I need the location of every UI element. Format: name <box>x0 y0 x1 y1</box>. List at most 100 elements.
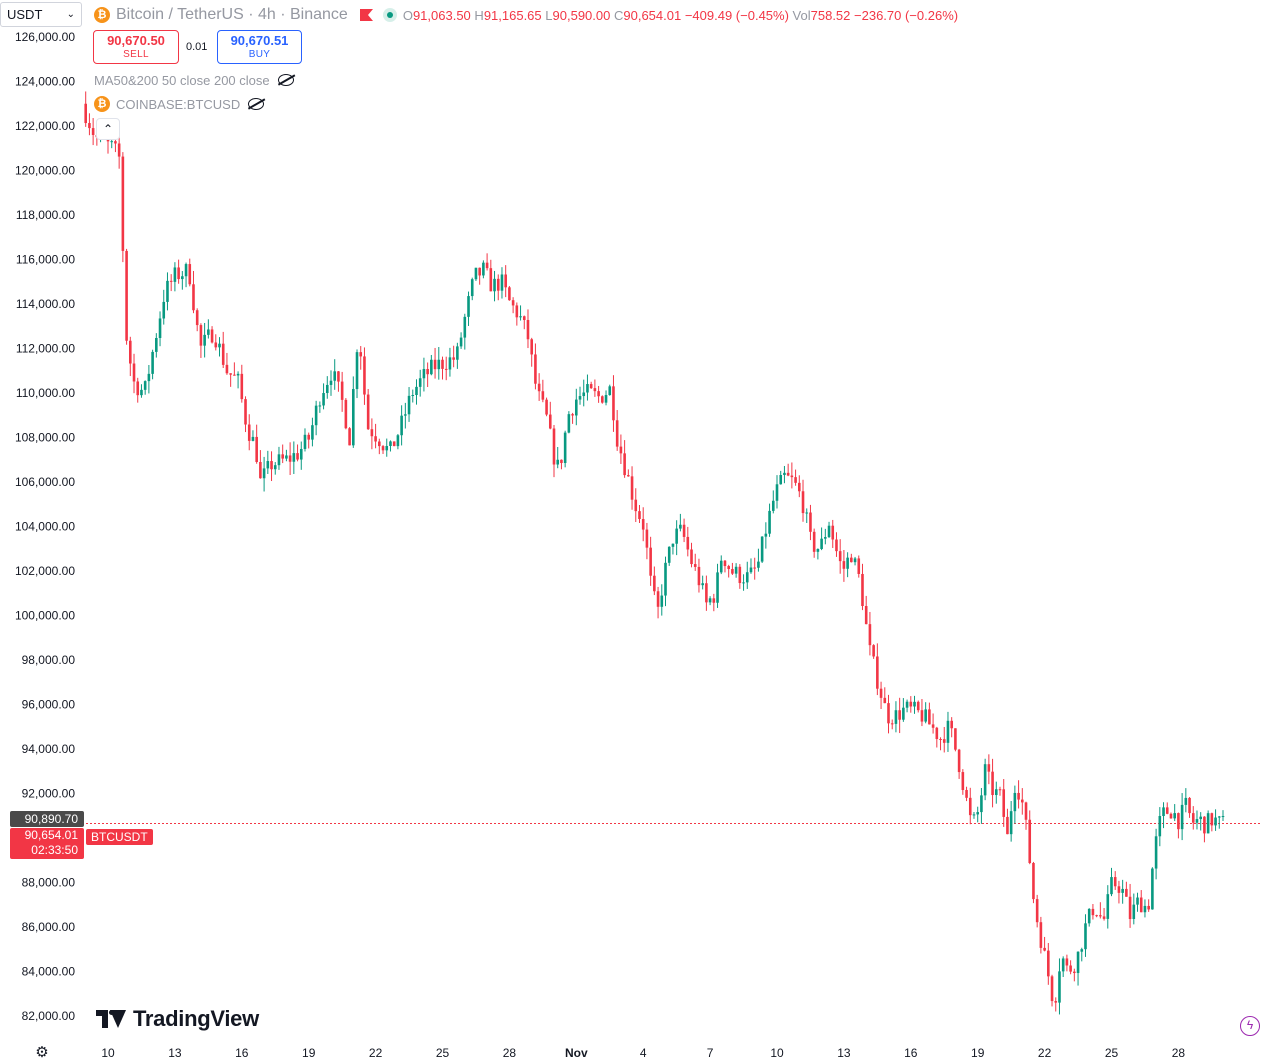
candle-body <box>515 305 519 318</box>
candle-body <box>184 264 188 277</box>
candle-body <box>1206 813 1210 834</box>
buy-price: 90,670.51 <box>230 33 289 48</box>
candle-body <box>868 624 872 646</box>
candle-body <box>478 267 481 276</box>
candle-body <box>236 373 240 376</box>
indicator-ma[interactable]: MA50&200 50 close 200 close <box>94 71 294 89</box>
candle-body <box>1061 958 1065 972</box>
lightning-icon[interactable]: ϟ <box>1240 1016 1260 1036</box>
candle-body <box>110 141 114 143</box>
candle-body <box>1076 951 1080 974</box>
candle-body <box>1177 813 1180 830</box>
x-tick-label: 19 <box>971 1046 985 1060</box>
x-tick-label: 28 <box>1172 1046 1186 1060</box>
candle-body <box>136 381 140 396</box>
y-tick-label: 100,000.00 <box>15 609 75 623</box>
candle-body <box>686 536 690 550</box>
candle-body <box>270 461 273 470</box>
candle-body <box>656 591 660 607</box>
candle-body <box>441 359 444 369</box>
sell-button[interactable]: 90,670.50 SELL <box>93 30 179 64</box>
x-tick-label: 4 <box>640 1046 647 1060</box>
currency-select[interactable]: USDT ⌄ <box>0 2 82 27</box>
buy-button[interactable]: 90,670.51 BUY <box>217 30 302 64</box>
candle-body <box>1106 894 1110 919</box>
indicator-compare[interactable]: ₿ COINBASE:BTCUSD <box>94 95 265 113</box>
y-tick-label: 108,000.00 <box>15 431 75 445</box>
candle-body <box>682 524 686 537</box>
candle-body <box>1203 816 1206 834</box>
candle-body <box>556 459 560 465</box>
tradingview-logo-icon <box>96 1010 126 1028</box>
candle-body <box>173 267 177 282</box>
candle-body <box>344 399 348 429</box>
candle-body <box>199 325 203 346</box>
market-open-icon <box>382 8 397 22</box>
candle-body <box>827 525 831 538</box>
candle-body <box>835 539 838 552</box>
x-tick-label: Nov <box>565 1046 588 1060</box>
collapse-legend-button[interactable]: ⌃ <box>96 118 120 140</box>
y-tick-label: 112,000.00 <box>16 342 75 356</box>
candle-body <box>143 381 147 390</box>
candle-body <box>864 605 868 625</box>
candle-body <box>537 383 541 392</box>
candle-body <box>1143 905 1147 913</box>
x-tick-label: 10 <box>770 1046 784 1060</box>
candle-body <box>876 656 879 689</box>
candle-body <box>1173 813 1176 819</box>
current-price-value: 90,654.01 <box>24 828 78 842</box>
candle-body <box>727 566 730 570</box>
candle-body <box>188 264 192 285</box>
candle-body <box>987 764 991 772</box>
candle-body <box>1128 896 1132 920</box>
candle-body <box>601 396 604 403</box>
open-label: O <box>402 7 413 23</box>
candle-body <box>337 371 340 382</box>
flag-icon[interactable] <box>359 9 373 21</box>
candle-body <box>444 368 448 370</box>
candle-body <box>816 548 820 552</box>
candle-body <box>679 524 682 529</box>
bitcoin-icon: ₿ <box>94 7 110 23</box>
candle-body <box>928 709 931 725</box>
candle-body <box>1180 804 1184 830</box>
candle-body <box>169 280 173 282</box>
candle-body <box>240 373 244 400</box>
candle-body <box>597 391 600 397</box>
candle-body <box>404 414 407 416</box>
tradingview-logo[interactable]: TradingView <box>96 1006 259 1032</box>
eye-off-icon[interactable] <box>248 98 265 110</box>
last-price-badge: 90,890.70 <box>10 811 84 827</box>
candle-body <box>251 436 255 441</box>
candle-body <box>731 569 734 574</box>
eye-off-icon[interactable] <box>277 74 294 86</box>
candle-body <box>920 710 924 722</box>
candle-body <box>1024 802 1028 820</box>
candle-body <box>448 357 452 370</box>
candle-body <box>942 739 946 743</box>
candle-body <box>1221 816 1225 818</box>
settings-icon[interactable]: ⚙ <box>35 1044 49 1061</box>
change-value: −409.49 (−0.45%) <box>684 7 789 23</box>
symbol-title[interactable]: Bitcoin / TetherUS · 4h · Binance <box>116 6 348 23</box>
candle-body <box>452 357 455 360</box>
x-tick-label: 28 <box>503 1046 517 1060</box>
candle-body <box>567 414 571 433</box>
candle-body <box>281 454 284 459</box>
candle-body <box>1091 908 1095 916</box>
y-tick-label: 110,000.00 <box>16 386 75 400</box>
candle-body <box>846 557 849 569</box>
candle-body <box>229 373 232 375</box>
candle-body <box>1191 813 1195 823</box>
candle-body <box>961 772 965 790</box>
candle-body <box>1195 819 1199 823</box>
candle-body <box>660 595 664 607</box>
candle-body <box>623 453 626 476</box>
candle-body <box>140 389 143 396</box>
y-tick-label: 104,000.00 <box>15 520 75 534</box>
chevron-up-icon: ⌃ <box>102 122 114 136</box>
candle-body <box>355 352 359 390</box>
y-tick-label: 96,000.00 <box>22 698 76 712</box>
